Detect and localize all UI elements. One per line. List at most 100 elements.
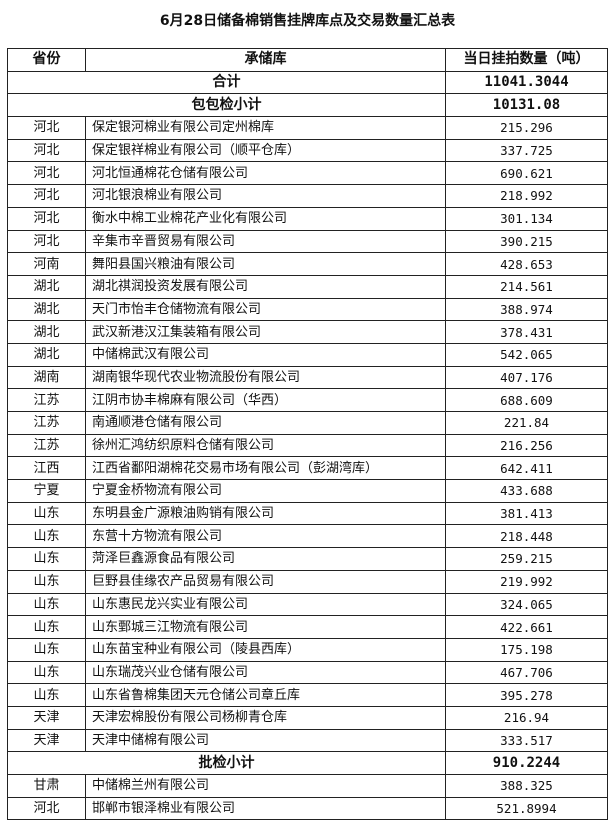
- table-row: 河北 河北恒通棉花仓储有限公司 690.621: [7, 161, 608, 186]
- province-cell: 天津: [7, 705, 86, 730]
- warehouse-cell: 南通顺港仓储有限公司: [85, 411, 446, 435]
- quantity-cell: 324.065: [445, 592, 608, 617]
- warehouse-cell: 中储棉兰州有限公司: [85, 774, 446, 798]
- province-cell: 湖北: [7, 274, 86, 299]
- subtotal-qty: 10131.08: [445, 93, 608, 118]
- warehouse-cell: 衡水中棉工业棉花产业化有限公司: [85, 206, 446, 231]
- warehouse-cell: 山东惠民龙兴实业有限公司: [85, 592, 446, 617]
- subtotal-row: 包包检小计 10131.08: [7, 93, 608, 118]
- quantity-cell: 259.215: [445, 547, 608, 571]
- warehouse-cell: 菏泽巨鑫源食品有限公司: [85, 547, 446, 571]
- warehouse-cell: 武汉新港汉江集装箱有限公司: [85, 320, 446, 344]
- warehouse-cell: 湖南银华现代农业物流股份有限公司: [85, 365, 446, 390]
- province-cell: 湖北: [7, 342, 86, 367]
- province-cell: 湖北: [7, 297, 86, 322]
- quantity-cell: 390.215: [445, 229, 608, 254]
- warehouse-cell: 徐州汇鸿纺织原料仓储有限公司: [85, 433, 446, 458]
- warehouse-cell: 东明县金广源粮油购销有限公司: [85, 501, 446, 526]
- warehouse-cell: 东营十方物流有限公司: [85, 524, 446, 549]
- province-cell: 江西: [7, 456, 86, 481]
- warehouse-cell: 山东省鲁棉集团天元仓储公司章丘库: [85, 683, 446, 707]
- province-cell: 河北: [7, 116, 86, 140]
- table-row: 天津 天津宏棉股份有限公司杨柳青仓库 216.94: [7, 705, 608, 730]
- table-row: 河北 保定银祥棉业有限公司（顺平仓库） 337.725: [7, 138, 608, 163]
- table-row: 甘肃 中储棉兰州有限公司 388.325: [7, 774, 608, 798]
- table-header-row: 省份 承储库 当日挂拍数量（吨）: [7, 48, 608, 72]
- quantity-cell: 219.992: [445, 569, 608, 594]
- quantity-cell: 337.725: [445, 138, 608, 163]
- quantity-cell: 521.8994: [445, 796, 608, 821]
- quantity-cell: 542.065: [445, 342, 608, 367]
- table-row: 山东 山东省鲁棉集团天元仓储公司章丘库 395.278: [7, 683, 608, 707]
- province-cell: 江苏: [7, 388, 86, 412]
- warehouse-cell: 中储棉武汉有限公司: [85, 342, 446, 367]
- table-row: 河北 辛集市辛晋贸易有限公司 390.215: [7, 229, 608, 254]
- total-label: 合计: [7, 70, 446, 95]
- warehouse-cell: 河北恒通棉花仓储有限公司: [85, 161, 446, 186]
- table-row: 湖北 湖北祺润投资发展有限公司 214.561: [7, 274, 608, 299]
- warehouse-cell: 天津中储棉有限公司: [85, 728, 446, 753]
- quantity-cell: 688.609: [445, 388, 608, 412]
- table-row: 山东 巨野县佳缘农产品贸易有限公司 219.992: [7, 569, 608, 594]
- quantity-cell: 395.278: [445, 683, 608, 707]
- warehouse-cell: 山东鄄城三江物流有限公司: [85, 615, 446, 639]
- province-cell: 山东: [7, 592, 86, 617]
- warehouse-cell: 保定银祥棉业有限公司（顺平仓库）: [85, 138, 446, 163]
- table-row: 山东 东营十方物流有限公司 218.448: [7, 524, 608, 549]
- province-cell: 山东: [7, 501, 86, 526]
- province-cell: 河北: [7, 138, 86, 163]
- quantity-cell: 467.706: [445, 660, 608, 685]
- province-cell: 山东: [7, 524, 86, 549]
- province-cell: 山东: [7, 569, 86, 594]
- header-quantity: 当日挂拍数量（吨）: [445, 48, 608, 72]
- table-row: 河北 邯郸市银泽棉业有限公司 521.8994: [7, 796, 608, 821]
- warehouse-cell: 天津宏棉股份有限公司杨柳青仓库: [85, 705, 446, 730]
- warehouse-cell: 邯郸市银泽棉业有限公司: [85, 796, 446, 821]
- table-row: 山东 山东瑞茂兴业仓储有限公司 467.706: [7, 660, 608, 685]
- province-cell: 河北: [7, 161, 86, 186]
- warehouse-cell: 辛集市辛晋贸易有限公司: [85, 229, 446, 254]
- table-row: 江苏 徐州汇鸿纺织原料仓储有限公司 216.256: [7, 433, 608, 458]
- province-cell: 河北: [7, 796, 86, 821]
- warehouse-cell: 天门市怡丰仓储物流有限公司: [85, 297, 446, 322]
- quantity-cell: 175.198: [445, 637, 608, 662]
- table-row: 湖北 武汉新港汉江集装箱有限公司 378.431: [7, 320, 608, 344]
- warehouse-cell: 保定银河棉业有限公司定州棉库: [85, 116, 446, 140]
- warehouse-cell: 宁夏金桥物流有限公司: [85, 479, 446, 503]
- province-cell: 河北: [7, 184, 86, 208]
- province-cell: 江苏: [7, 433, 86, 458]
- warehouse-cell: 湖北祺润投资发展有限公司: [85, 274, 446, 299]
- warehouse-cell: 巨野县佳缘农产品贸易有限公司: [85, 569, 446, 594]
- subtotal-label: 包包检小计: [7, 93, 446, 118]
- province-cell: 宁夏: [7, 479, 86, 503]
- table-row: 河南 舞阳县国兴粮油有限公司 428.653: [7, 252, 608, 276]
- quantity-cell: 388.325: [445, 774, 608, 798]
- province-cell: 山东: [7, 660, 86, 685]
- province-cell: 山东: [7, 637, 86, 662]
- total-row: 合计 11041.3044: [7, 70, 608, 95]
- warehouse-cell: 舞阳县国兴粮油有限公司: [85, 252, 446, 276]
- table-row: 宁夏 宁夏金桥物流有限公司 433.688: [7, 479, 608, 503]
- total-qty: 11041.3044: [445, 70, 608, 95]
- quantity-cell: 214.561: [445, 274, 608, 299]
- quantity-cell: 333.517: [445, 728, 608, 753]
- subtotal-label: 批检小计: [7, 751, 446, 775]
- table-row: 河北 保定银河棉业有限公司定州棉库 215.296: [7, 116, 608, 140]
- table-row: 湖北 中储棉武汉有限公司 542.065: [7, 342, 608, 367]
- warehouse-cell: 江阴市协丰棉麻有限公司（华西）: [85, 388, 446, 412]
- province-cell: 湖南: [7, 365, 86, 390]
- warehouse-cell: 山东瑞茂兴业仓储有限公司: [85, 660, 446, 685]
- warehouse-cell: 河北银浪棉业有限公司: [85, 184, 446, 208]
- quantity-cell: 215.296: [445, 116, 608, 140]
- province-cell: 山东: [7, 615, 86, 639]
- table-row: 江西 江西省鄱阳湖棉花交易市场有限公司（彭湖湾库） 642.411: [7, 456, 608, 481]
- table-row: 天津 天津中储棉有限公司 333.517: [7, 728, 608, 753]
- header-province: 省份: [7, 48, 86, 72]
- warehouse-cell: 山东苗宝种业有限公司（陵县西库）: [85, 637, 446, 662]
- province-cell: 江苏: [7, 411, 86, 435]
- summary-table: 省份 承储库 当日挂拍数量（吨） 合计 11041.3044 包包检小计 1013…: [7, 48, 608, 821]
- subtotal-row: 批检小计 910.2244: [7, 751, 608, 775]
- table-row: 山东 山东鄄城三江物流有限公司 422.661: [7, 615, 608, 639]
- province-cell: 河北: [7, 206, 86, 231]
- quantity-cell: 388.974: [445, 297, 608, 322]
